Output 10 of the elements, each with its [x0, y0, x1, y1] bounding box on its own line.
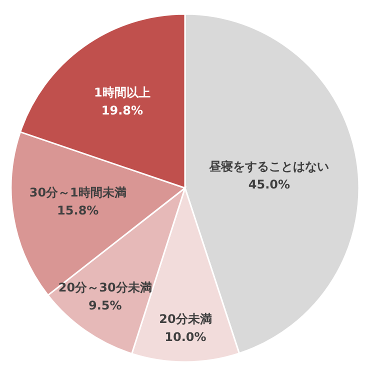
- data-label: 9.5%: [88, 298, 122, 313]
- slice-label: 20分～30分未満: [58, 280, 152, 295]
- data-label: 45.0%: [248, 178, 290, 192]
- data-label: 15.8%: [57, 204, 99, 218]
- data-label: 10.0%: [164, 330, 206, 344]
- slice-label: 20分未満: [159, 312, 212, 326]
- slice-label: 1時間以上: [94, 85, 150, 100]
- slice-label: 昼寝をすることはない: [208, 160, 330, 174]
- slice-label: 30分～1時間未満: [29, 186, 126, 200]
- data-label: 19.8%: [101, 103, 144, 118]
